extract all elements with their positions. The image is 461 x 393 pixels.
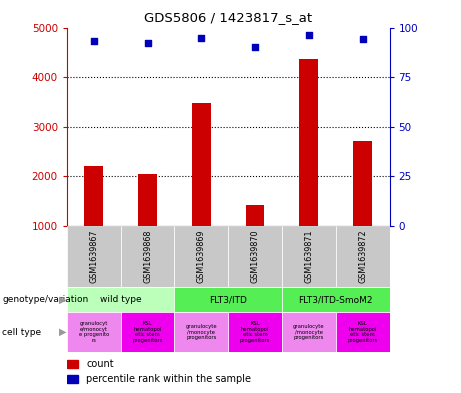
Text: wild type: wild type: [100, 295, 142, 304]
Bar: [228, 312, 282, 352]
Point: [305, 32, 313, 39]
Bar: [336, 226, 390, 287]
Bar: [282, 312, 336, 352]
Bar: [300, 59, 318, 226]
Bar: [138, 174, 157, 226]
Bar: [174, 226, 228, 287]
Text: GSM1639869: GSM1639869: [197, 230, 206, 283]
Text: KSL
hematopoi
etic stem
progenitors: KSL hematopoi etic stem progenitors: [132, 321, 163, 343]
Bar: [121, 226, 174, 287]
Bar: [67, 375, 78, 383]
Text: ▶: ▶: [59, 327, 66, 337]
Text: cell type: cell type: [2, 328, 41, 336]
Text: GSM1639870: GSM1639870: [251, 230, 260, 283]
Point: [198, 35, 205, 42]
Bar: [67, 312, 121, 352]
Bar: [192, 103, 211, 226]
Bar: [174, 287, 282, 312]
Bar: [67, 360, 78, 368]
Point: [144, 40, 151, 46]
Bar: [246, 205, 265, 226]
Point: [251, 44, 259, 51]
Text: ▶: ▶: [59, 295, 66, 305]
Text: percentile rank within the sample: percentile rank within the sample: [86, 374, 251, 384]
Text: FLT3/ITD: FLT3/ITD: [209, 295, 247, 304]
Text: granulocyte
/monocyte
progenitors: granulocyte /monocyte progenitors: [185, 324, 217, 340]
Title: GDS5806 / 1423817_s_at: GDS5806 / 1423817_s_at: [144, 11, 312, 24]
Text: GSM1639871: GSM1639871: [304, 230, 313, 283]
Point: [90, 38, 97, 44]
Bar: [67, 287, 174, 312]
Bar: [84, 167, 103, 226]
Text: granulocyt
e/monocyt
e progenito
rs: granulocyt e/monocyt e progenito rs: [79, 321, 109, 343]
Text: KSL
hematopoi
etic stem
progenitors: KSL hematopoi etic stem progenitors: [240, 321, 270, 343]
Text: GSM1639868: GSM1639868: [143, 230, 152, 283]
Bar: [174, 312, 228, 352]
Text: genotype/variation: genotype/variation: [2, 296, 89, 304]
Bar: [282, 226, 336, 287]
Bar: [353, 141, 372, 226]
Bar: [282, 287, 390, 312]
Text: KSL
hematopoi
etic stem
progenitors: KSL hematopoi etic stem progenitors: [348, 321, 378, 343]
Text: GSM1639867: GSM1639867: [89, 230, 98, 283]
Text: count: count: [86, 359, 114, 369]
Text: GSM1639872: GSM1639872: [358, 230, 367, 283]
Bar: [336, 312, 390, 352]
Text: granulocyte
/monocyte
progenitors: granulocyte /monocyte progenitors: [293, 324, 325, 340]
Bar: [67, 226, 121, 287]
Text: FLT3/ITD-SmoM2: FLT3/ITD-SmoM2: [299, 295, 373, 304]
Bar: [228, 226, 282, 287]
Bar: [121, 312, 174, 352]
Point: [359, 36, 366, 42]
